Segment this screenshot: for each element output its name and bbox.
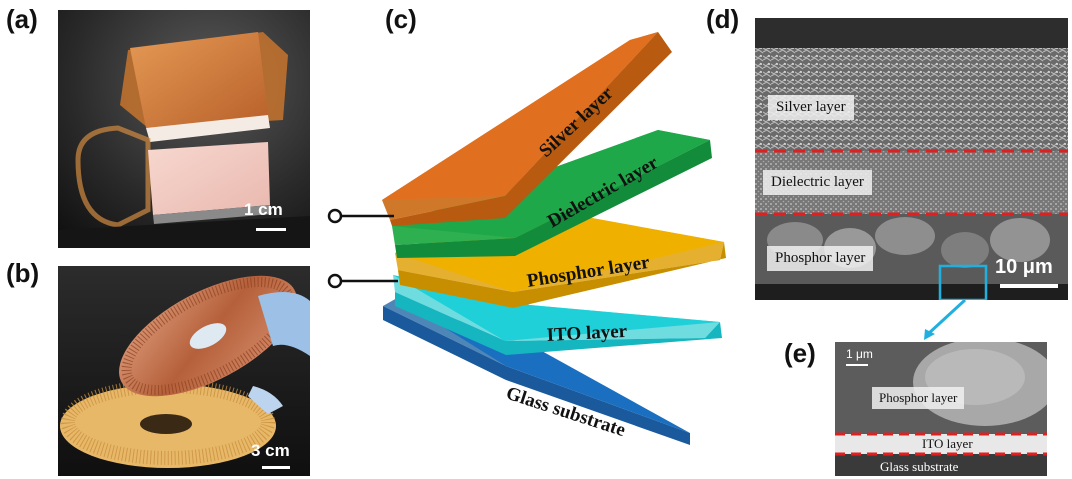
photo-circular-device — [58, 266, 310, 476]
photo-flexible-device — [58, 10, 310, 248]
terminal-bottom — [327, 273, 398, 289]
scale-bar-d — [1000, 284, 1058, 288]
photo-a-illustration — [58, 10, 310, 248]
sem-e-label-ito: ITO layer — [922, 436, 973, 451]
panel-label-b: (b) — [6, 258, 40, 288]
panel-label-a: (a) — [6, 4, 38, 34]
sem-d-label-silver: Silver layer — [768, 95, 854, 120]
photo-b-illustration — [58, 266, 310, 476]
sem-e-label-phosphor: Phosphor layer — [872, 387, 965, 409]
label-ito-layer: ITO layer — [546, 321, 628, 346]
panel-label-e: (e) — [784, 338, 816, 368]
scale-bar-e — [846, 364, 868, 366]
scale-label-e: 1 μm — [846, 347, 873, 361]
scale-label-d: 10 μm — [995, 256, 1053, 278]
panel-label-c: (c) — [385, 4, 417, 34]
panel-label-d: (d) — [706, 4, 740, 34]
scale-label-b: 3 cm — [251, 441, 290, 460]
zoom-connector-arrowhead — [924, 329, 935, 340]
terminal-top — [327, 208, 394, 224]
sem-d-label-phosphor: Phosphor layer — [767, 246, 874, 271]
scale-bar-b — [262, 466, 290, 469]
sem-e-image — [835, 342, 1047, 476]
sem-e-label-glass: Glass substrate — [880, 459, 959, 474]
sem-zoom-view — [835, 342, 1047, 476]
zoom-region-box — [938, 264, 988, 300]
zoom-connector-line — [926, 298, 967, 336]
sem-d-label-dielectric: Dielectric layer — [763, 170, 872, 195]
silver-layer-slab — [382, 32, 672, 226]
scale-bar-a — [256, 228, 286, 231]
ito-layer-slab — [393, 275, 722, 355]
scale-label-a: 1 cm — [244, 200, 283, 219]
